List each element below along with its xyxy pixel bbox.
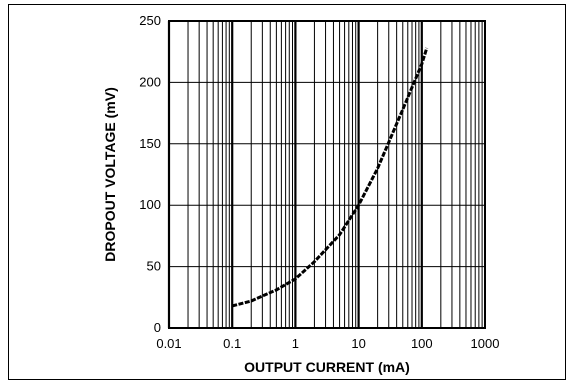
x-axis-label: OUTPUT CURRENT (mA) <box>244 359 410 375</box>
y-tick-label: 150 <box>139 136 161 151</box>
y-tick-labels: 0 50 100 150 200 250 <box>139 13 161 335</box>
x-tick-label: 100 <box>411 336 433 351</box>
y-tick-label: 50 <box>147 259 161 274</box>
dropout-voltage-chart: 0 50 100 150 200 250 0.01 0.1 1 10 100 1000 OUTPUT… <box>102 13 499 375</box>
y-tick-label: 200 <box>139 74 161 89</box>
x-tick-label: 1000 <box>471 336 500 351</box>
grid <box>167 20 485 329</box>
x-tick-label: 0.01 <box>156 336 181 351</box>
series-layer <box>231 47 429 308</box>
plot-area-border <box>168 20 486 329</box>
x-tick-labels: 0.01 0.1 1 10 100 1000 <box>156 336 499 351</box>
chart-frame: 0 50 100 150 200 250 0.01 0.1 1 10 100 1000 OUTPUT… <box>8 4 566 380</box>
x-tick-label: 1 <box>292 336 299 351</box>
series-line <box>231 47 429 308</box>
x-tick-label: 10 <box>351 336 365 351</box>
y-axis-label: DROPOUT VOLTAGE (mV) <box>102 87 118 261</box>
x-tick-label: 0.1 <box>223 336 241 351</box>
y-tick-label: 100 <box>139 197 161 212</box>
y-tick-label: 250 <box>139 13 161 28</box>
y-tick-label: 0 <box>154 320 161 335</box>
